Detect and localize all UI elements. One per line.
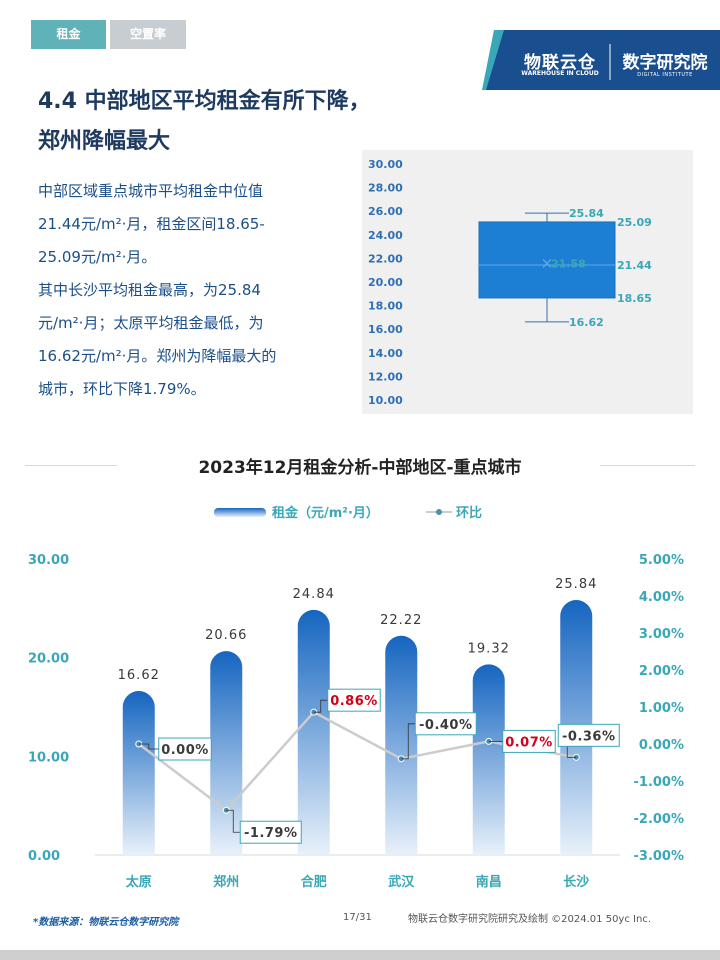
rent-bar — [297, 609, 330, 855]
tab-vacancy-rate[interactable]: 空置率 — [110, 20, 186, 49]
summary-line: 元/m²·月；太原平均租金最低，为 — [38, 314, 264, 332]
mom-value-label: 0.07% — [505, 735, 553, 750]
boxplot-tick-label: 12.00 — [368, 370, 403, 383]
tab-rent[interactable]: 租金 — [31, 20, 106, 49]
section-title-line: 4.4 中部地区平均租金有所下降， — [38, 89, 371, 114]
rent-bar — [385, 635, 418, 855]
brand-logo-subtitle: WAREHOUSE IN CLOUD — [521, 70, 599, 77]
legend-bar-swatch — [214, 508, 266, 517]
bottom-bar — [0, 950, 720, 960]
left-axis-tick-label: 20.00 — [28, 652, 69, 667]
rent-chart: 租金（元/m²·月） 环比 30.00 20.00 10.00 0.00 5.00% 4.00… — [28, 505, 685, 890]
copyright-note: 物联云仓数字研究院研究及绘制 ©2024.01 50yc Inc. — [408, 914, 651, 925]
rent-bar-value-label: 25.84 — [555, 577, 597, 592]
category-label: 南昌 — [476, 874, 502, 890]
boxplot-tick-label: 16.00 — [368, 323, 403, 336]
brand-banner — [482, 30, 720, 90]
mom-line — [137, 710, 577, 812]
boxplot-panel: 30.00 28.00 26.00 24.00 22.00 20.00 18.00 16.00… — [362, 150, 693, 414]
boxplot-box — [478, 221, 616, 299]
mom-callout-box — [158, 737, 212, 761]
boxplot-q3-label: 25.09 — [617, 216, 652, 229]
boxplot-q1-label: 18.65 — [617, 292, 652, 305]
summary-paragraph: 中部区域重点城市平均租金中位值 21.44元/m²·月，租金区间18.65- 2… — [38, 175, 343, 406]
mom-value-label: -1.79% — [244, 826, 298, 841]
mom-callout-leader — [313, 699, 328, 713]
left-axis-tick-label: 10.00 — [28, 750, 69, 765]
right-axis-tick-label: -2.00% — [634, 812, 685, 827]
summary-line: 中部区域重点城市平均租金中位值 — [38, 182, 264, 200]
rent-bar-value-label: 19.32 — [468, 641, 510, 656]
mom-callout-box — [239, 820, 302, 844]
boxplot-tick-label: 24.00 — [368, 229, 403, 242]
right-axis-tick-label: 5.00% — [639, 553, 684, 568]
mom-value-label: -0.36% — [562, 729, 616, 744]
summary-line: 城市，环比下降1.79%。 — [38, 380, 206, 398]
data-source-note: *数据来源：物联云仓数字研究院 — [33, 917, 179, 928]
summary-line: 16.62元/m²·月。郑州为降幅最大的 — [38, 347, 277, 365]
mom-callout-box — [414, 712, 477, 736]
left-axis-tick-label: 0.00 — [28, 849, 60, 864]
rent-bar — [472, 664, 505, 855]
legend-bar-label: 租金（元/m²·月） — [272, 505, 379, 521]
boxplot-chart: 30.00 28.00 26.00 24.00 22.00 20.00 18.00 16.00… — [368, 158, 652, 407]
chart-title: 2023年12月租金分析-中部地区-重点城市 — [198, 458, 522, 478]
boxplot-tick-label: 28.00 — [368, 182, 403, 195]
left-axis-tick-label: 30.00 — [28, 553, 69, 568]
mom-callout-leader — [401, 723, 416, 760]
mom-value-label: 0.86% — [330, 694, 378, 709]
legend-line-marker — [436, 509, 442, 515]
mom-callout-box — [557, 723, 620, 747]
boxplot-median-label: 21.44 — [617, 259, 652, 272]
mom-callout-box — [327, 688, 381, 712]
boxplot-tick-label: 10.00 — [368, 394, 403, 407]
summary-line: 25.09元/m²·月。 — [38, 248, 157, 266]
right-axis-tick-label: 2.00% — [639, 664, 684, 679]
boxplot-tick-label: 18.00 — [368, 300, 403, 313]
rent-bar — [210, 651, 243, 855]
right-axis-tick-label: 4.00% — [639, 590, 684, 605]
boxplot-mean-label: 21.58 — [551, 257, 586, 270]
boxplot-min-label: 16.62 — [569, 316, 604, 329]
category-label: 郑州 — [213, 874, 239, 890]
boxplot-tick-label: 22.00 — [368, 252, 403, 265]
category-label: 合肥 — [301, 874, 327, 890]
rent-bar-value-label: 16.62 — [118, 668, 160, 683]
boxplot-tick-label: 30.00 — [368, 158, 403, 171]
institute-subtitle: DIGITAL INSTITUTE — [637, 72, 693, 78]
legend-line-label: 环比 — [456, 505, 482, 521]
boxplot-tick-label: 14.00 — [368, 347, 403, 360]
institute-name: 数字研究院 — [622, 53, 708, 73]
summary-line: 其中长沙平均租金最高，为25.84 — [38, 281, 261, 299]
category-label: 武汉 — [388, 874, 415, 890]
rent-bar — [122, 691, 155, 855]
title-divider-right — [600, 465, 695, 466]
rent-bar-value-label: 24.84 — [293, 587, 335, 602]
boxplot-tick-label: 20.00 — [368, 276, 403, 289]
brand-logo-name: 物联云仓 — [524, 53, 596, 73]
category-label: 太原 — [125, 874, 152, 890]
right-axis-tick-label: 0.00% — [639, 738, 684, 753]
right-axis-tick-label: -3.00% — [634, 849, 685, 864]
boxplot-max-label: 25.84 — [569, 207, 604, 220]
title-divider-left — [25, 465, 117, 466]
mom-value-label: -0.40% — [419, 718, 473, 733]
mom-callout-leader — [226, 809, 241, 833]
page-number: 17/31 — [343, 912, 372, 923]
mom-callout-box — [502, 729, 556, 753]
section-title-line: 郑州降幅最大 — [38, 129, 171, 154]
category-label: 长沙 — [563, 874, 589, 890]
rent-bar-value-label: 20.66 — [205, 628, 247, 643]
section-title: 4.4 中部地区平均租金有所下降， 郑州降幅最大 — [38, 82, 458, 162]
right-axis-tick-label: -1.00% — [634, 775, 685, 790]
boxplot-mean-marker — [542, 258, 552, 268]
right-axis-tick-label: 1.00% — [639, 701, 684, 716]
mom-value-label: 0.00% — [161, 743, 209, 758]
right-axis-tick-label: 3.00% — [639, 627, 684, 642]
boxplot-tick-label: 26.00 — [368, 205, 403, 218]
rent-bar-value-label: 22.22 — [380, 613, 422, 628]
summary-line: 21.44元/m²·月，租金区间18.65- — [38, 215, 265, 233]
mom-callout-leader — [138, 743, 159, 750]
